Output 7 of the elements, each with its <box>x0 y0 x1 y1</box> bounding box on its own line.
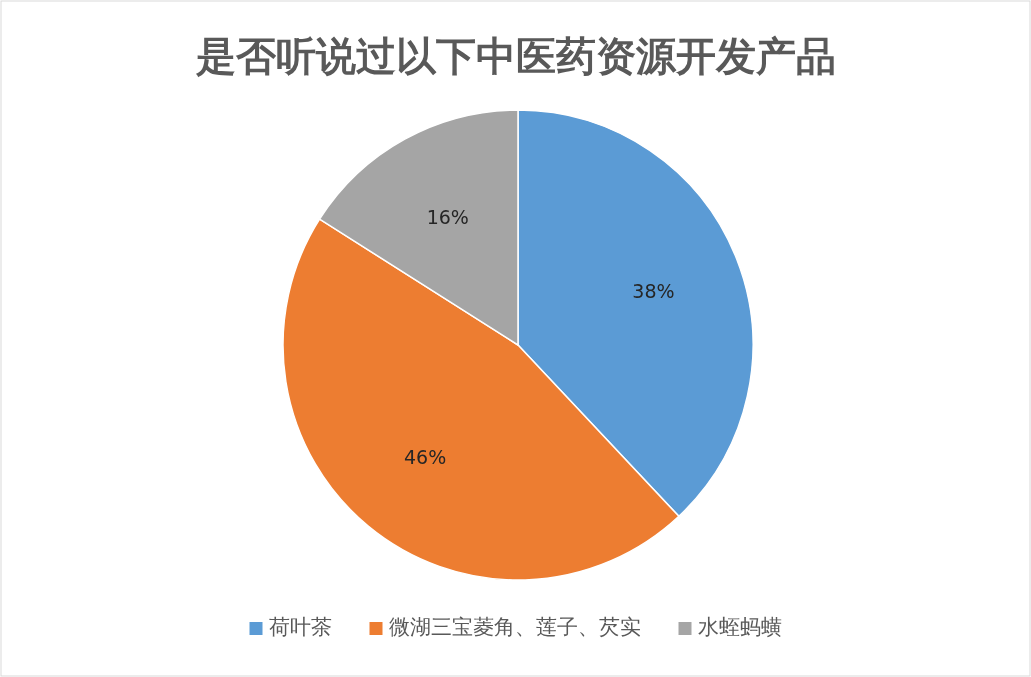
legend-label: 荷叶茶 <box>268 615 332 639</box>
data-label: 46% <box>404 446 447 469</box>
data-label: 38% <box>632 280 675 303</box>
chart-title: 是否听说过以下中医药资源开发产品 <box>194 33 836 79</box>
legend-label: 水蛭蚂蟥 <box>697 615 782 639</box>
legend-label: 微湖三宝菱角、莲子、芡实 <box>388 615 641 639</box>
data-label: 16% <box>426 206 469 229</box>
